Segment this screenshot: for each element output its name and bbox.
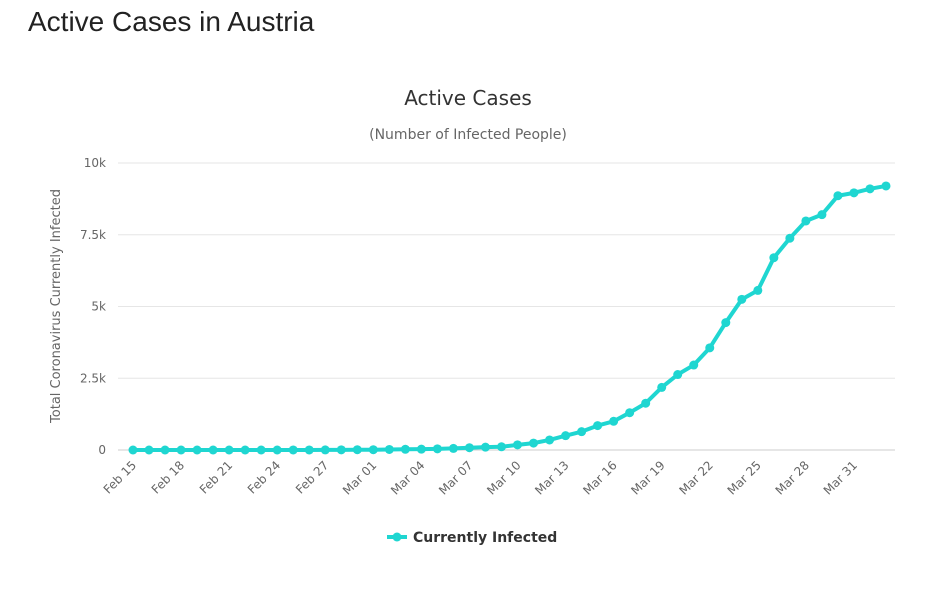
legend-item-currently-infected[interactable]: Currently Infected <box>413 530 557 546</box>
data-point[interactable] <box>849 188 859 198</box>
x-tick-label: Mar 28 <box>773 458 812 497</box>
data-point[interactable] <box>352 445 362 455</box>
data-point[interactable] <box>753 285 763 295</box>
y-tick-label: 0 <box>98 443 106 457</box>
x-tick-label: Feb 15 <box>101 458 139 496</box>
data-point[interactable] <box>609 416 619 426</box>
x-tick-label: Mar 25 <box>725 458 764 497</box>
data-point[interactable] <box>513 440 523 450</box>
data-point[interactable] <box>192 445 202 455</box>
data-point[interactable] <box>144 445 154 455</box>
series-currently-infected <box>128 181 891 455</box>
data-point[interactable] <box>593 421 603 431</box>
data-point[interactable] <box>657 382 667 392</box>
data-point[interactable] <box>545 435 555 445</box>
x-tick-label: Mar 16 <box>580 458 619 497</box>
x-tick-label: Mar 19 <box>628 458 667 497</box>
data-point[interactable] <box>240 445 250 455</box>
x-tick-label: Feb 24 <box>245 458 283 496</box>
x-tick-label: Mar 01 <box>340 458 379 497</box>
data-point[interactable] <box>577 427 587 437</box>
data-point[interactable] <box>288 445 298 455</box>
data-point[interactable] <box>304 445 314 455</box>
x-tick-label: Mar 04 <box>388 458 427 497</box>
data-point[interactable] <box>256 445 266 455</box>
data-point[interactable] <box>224 445 234 455</box>
data-point[interactable] <box>336 445 346 455</box>
data-point[interactable] <box>737 294 747 304</box>
grid-lines <box>118 162 895 451</box>
data-point[interactable] <box>625 408 635 418</box>
data-point[interactable] <box>176 445 186 455</box>
data-point[interactable] <box>641 398 651 408</box>
data-point[interactable] <box>128 445 138 455</box>
x-tick-label: Mar 10 <box>484 458 523 497</box>
data-point[interactable] <box>561 431 571 441</box>
data-point[interactable] <box>833 191 843 201</box>
data-point[interactable] <box>400 444 410 454</box>
x-tick-label: Feb 27 <box>293 458 331 496</box>
x-tick-label: Mar 31 <box>821 458 860 497</box>
y-axis-ticks: 0 2.5k 5k 7.5k 10k <box>80 156 106 457</box>
data-point[interactable] <box>496 442 506 452</box>
page-heading: Active Cases in Austria <box>28 6 315 37</box>
data-point[interactable] <box>448 443 458 453</box>
data-point[interactable] <box>673 370 683 380</box>
y-tick-label: 2.5k <box>80 371 106 385</box>
y-axis-label: Total Coronavirus Currently Infected <box>49 189 64 424</box>
x-tick-label: Mar 22 <box>676 458 715 497</box>
data-point[interactable] <box>384 444 394 454</box>
data-point[interactable] <box>689 360 699 370</box>
data-point[interactable] <box>529 438 539 448</box>
x-tick-label: Feb 18 <box>149 458 187 496</box>
data-point[interactable] <box>320 445 330 455</box>
data-point[interactable] <box>705 343 715 353</box>
chart-subtitle: (Number of Infected People) <box>369 127 567 143</box>
data-point[interactable] <box>865 184 875 194</box>
y-tick-label: 7.5k <box>80 228 106 242</box>
data-point[interactable] <box>721 318 731 328</box>
x-axis-ticks: Feb 15 Feb 18 Feb 21 Feb 24 Feb 27 Mar 01 Mar … <box>101 458 860 497</box>
data-point[interactable] <box>817 210 827 220</box>
y-tick-label: 5k <box>91 300 106 314</box>
data-point[interactable] <box>464 443 474 453</box>
series-line <box>131 183 888 452</box>
data-point[interactable] <box>416 444 426 454</box>
data-point[interactable] <box>208 445 218 455</box>
legend-point-marker <box>392 532 402 542</box>
data-point[interactable] <box>160 445 170 455</box>
y-tick-label: 10k <box>84 156 106 170</box>
chart-title: Active Cases <box>404 86 532 110</box>
data-point[interactable] <box>769 253 779 263</box>
data-point[interactable] <box>368 445 378 455</box>
data-point[interactable] <box>480 442 490 452</box>
data-point[interactable] <box>272 445 282 455</box>
data-point[interactable] <box>432 444 442 454</box>
x-tick-label: Mar 07 <box>436 458 475 497</box>
data-point[interactable] <box>785 233 795 243</box>
x-tick-label: Feb 21 <box>197 458 235 496</box>
data-point[interactable] <box>881 181 891 191</box>
x-tick-label: Mar 13 <box>532 458 571 497</box>
data-point[interactable] <box>801 216 811 226</box>
legend[interactable]: Currently Infected <box>387 530 557 546</box>
